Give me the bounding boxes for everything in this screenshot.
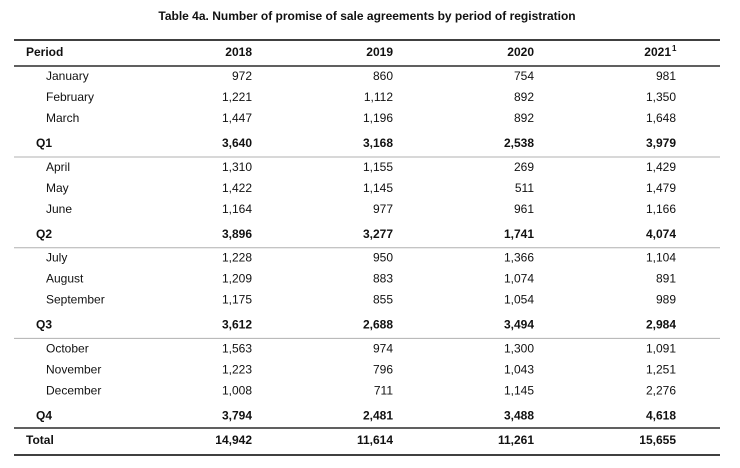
cell: 2,984 <box>646 318 676 332</box>
cell: 3,640 <box>222 136 252 150</box>
cell: 1,054 <box>504 293 534 307</box>
row-label: November <box>46 362 101 376</box>
cell: 1,741 <box>504 227 534 241</box>
cell: 14,942 <box>215 433 252 447</box>
cell: 2,688 <box>363 318 393 332</box>
cell: 2,481 <box>363 408 393 422</box>
cell: 891 <box>656 272 676 286</box>
row-label: August <box>46 272 84 286</box>
cell: 1,104 <box>646 251 676 265</box>
cell: 4,618 <box>646 408 676 422</box>
cell: 3,488 <box>504 408 534 422</box>
cell: 1,196 <box>363 111 393 125</box>
header-cell: 2019 <box>366 45 393 59</box>
row-label: July <box>46 251 67 265</box>
row-label: April <box>46 160 70 174</box>
row-label: Q3 <box>36 318 52 332</box>
cell: 1,350 <box>646 90 676 104</box>
header-cell: 2020 <box>507 45 534 59</box>
cell: 892 <box>514 90 534 104</box>
cell: 1,366 <box>504 251 534 265</box>
row-label: Q1 <box>36 136 52 150</box>
cell: 989 <box>656 293 676 307</box>
row-label: December <box>46 383 101 397</box>
cell: 1,221 <box>222 90 252 104</box>
cell: 3,494 <box>504 318 534 332</box>
cell: 1,043 <box>504 362 534 376</box>
cell: 1,112 <box>364 90 393 104</box>
row-label: Total <box>26 433 54 447</box>
cell: 1,145 <box>504 383 534 397</box>
cell: 3,979 <box>646 136 676 150</box>
cell: 1,479 <box>646 181 676 195</box>
cell: 754 <box>514 69 534 83</box>
cell: 1,228 <box>222 251 252 265</box>
cell: 3,896 <box>222 227 252 241</box>
row-label: January <box>46 69 89 83</box>
cell: 860 <box>373 69 393 83</box>
row-label: Q4 <box>36 408 52 422</box>
cell: 1,155 <box>363 160 393 174</box>
cell: 15,655 <box>639 433 676 447</box>
cell: 1,008 <box>222 383 252 397</box>
cell: 1,429 <box>646 160 676 174</box>
cell: 11,261 <box>498 433 534 447</box>
table-title: Table 4a. Number of promise of sale agre… <box>158 9 575 23</box>
header-cell: 2018 <box>225 45 252 59</box>
header-cell: Period <box>26 45 63 59</box>
cell: 3,794 <box>222 408 252 422</box>
cell: 3,277 <box>363 227 393 241</box>
row-label: May <box>46 181 69 195</box>
cell: 11,614 <box>357 433 393 447</box>
row-label: June <box>46 202 72 216</box>
row-label: September <box>46 293 105 307</box>
header-cell: 2021 <box>644 45 671 59</box>
cell: 269 <box>514 160 534 174</box>
cell: 4,074 <box>646 227 676 241</box>
cell: 796 <box>373 362 393 376</box>
cell: 1,422 <box>222 181 252 195</box>
cell: 1,223 <box>222 362 252 376</box>
footnote-mark: 1 <box>672 44 677 53</box>
cell: 883 <box>373 272 393 286</box>
cell: 892 <box>514 111 534 125</box>
cell: 950 <box>373 251 393 265</box>
cell: 1,447 <box>222 111 252 125</box>
cell: 1,175 <box>222 293 252 307</box>
cell: 511 <box>515 181 534 195</box>
cell: 3,168 <box>363 136 393 150</box>
cell: 1,164 <box>222 202 252 216</box>
row-label: October <box>46 341 89 355</box>
cell: 981 <box>656 69 676 83</box>
cell: 977 <box>373 202 393 216</box>
cell: 1,310 <box>222 160 252 174</box>
cell: 1,209 <box>222 272 252 286</box>
cell: 1,166 <box>646 202 676 216</box>
cell: 3,612 <box>222 318 252 332</box>
row-label: March <box>46 111 79 125</box>
cell: 1,300 <box>504 341 534 355</box>
cell: 961 <box>514 202 534 216</box>
row-label: Q2 <box>36 227 52 241</box>
cell: 1,145 <box>363 181 393 195</box>
cell: 972 <box>232 69 252 83</box>
cell: 974 <box>373 341 393 355</box>
cell: 855 <box>373 293 393 307</box>
cell: 1,091 <box>646 341 676 355</box>
cell: 1,074 <box>504 272 534 286</box>
cell: 1,251 <box>646 362 676 376</box>
cell: 711 <box>374 383 393 397</box>
row-label: February <box>46 90 94 104</box>
cell: 2,276 <box>646 383 676 397</box>
cell: 2,538 <box>504 136 534 150</box>
cell: 1,648 <box>646 111 676 125</box>
cell: 1,563 <box>222 341 252 355</box>
